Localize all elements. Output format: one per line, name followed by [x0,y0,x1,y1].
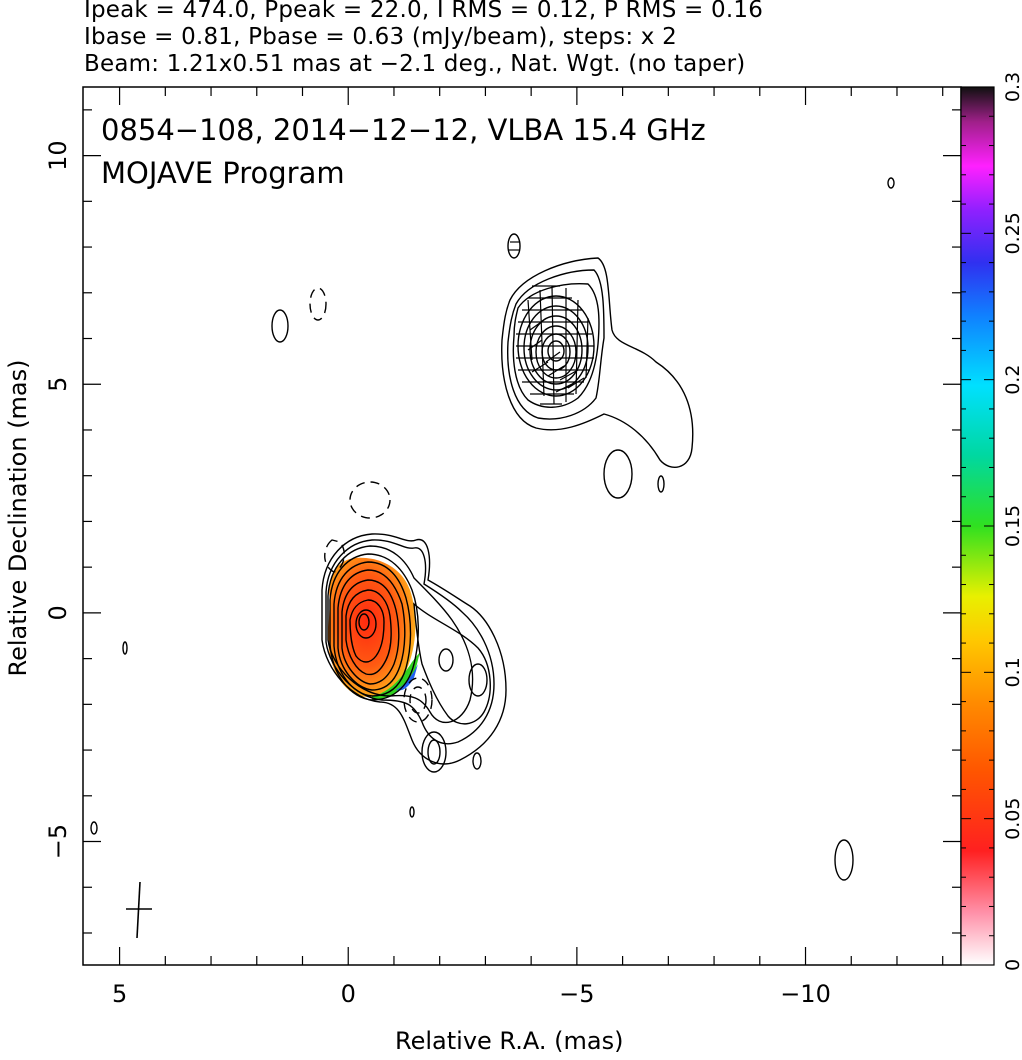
x-tick-label: 5 [112,980,127,1008]
evpa-vectors [508,241,594,405]
colorbar-tick-label: 0.1 [1002,657,1022,687]
beam-marker [126,881,152,939]
y-tick-label: 0 [44,605,72,620]
x-tick-label: 0 [341,980,356,1008]
colorbar-tick-label: 0.25 [1002,212,1022,254]
y-tick-label: 5 [44,377,72,392]
y-tick-label: 10 [44,140,72,171]
map-subtitle: MOJAVE Program [101,156,345,190]
inner-jet-contours [409,602,491,818]
x-axis-label: Relative R.A. (mas) [395,1027,624,1055]
header-stats-line: Ipeak = 474.0, Ppeak = 22.0, I RMS = 0.1… [84,0,764,23]
x-tick-label: −10 [780,980,831,1008]
colorbar-tick-label: 0 [1002,959,1022,971]
colorbar-tick-label: 0.3 [1002,72,1022,102]
y-axis: −5 0 5 10 [44,109,961,934]
colorbar-tick-label: 0.2 [1002,365,1022,395]
y-tick-label: −5 [44,824,72,859]
polarization-color-patch [328,557,416,697]
plot-frame [82,86,962,966]
x-axis: 5 0 −5 −10 [112,87,944,1008]
colorbar-axis: 0 0.05 0.1 0.15 0.2 0.25 0.3 [961,72,1022,971]
negative-contours [309,287,433,723]
header-base-line: Ibase = 0.81, Pbase = 0.63 (mJy/beam), s… [84,24,677,50]
y-axis-label: Relative Declination (mas) [4,359,32,677]
colorbar-tick-label: 0.15 [1002,505,1022,547]
colorbar-tick-label: 0.05 [1002,798,1022,840]
jet-knot-contours [90,177,895,881]
header-beam-line: Beam: 1.21x0.51 mas at −2.1 deg., Nat. W… [84,51,746,77]
map-title: 0854−108, 2014−12−12, VLBA 15.4 GHz [101,113,706,147]
map-area [90,177,895,939]
x-tick-label: −5 [559,980,594,1008]
